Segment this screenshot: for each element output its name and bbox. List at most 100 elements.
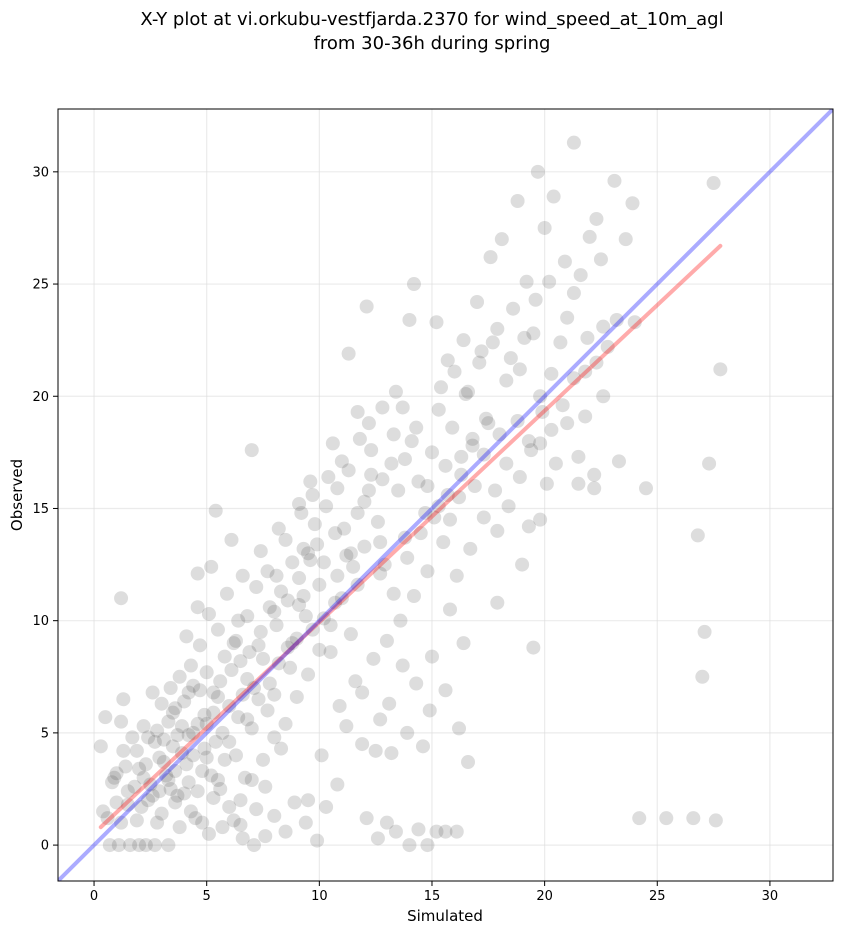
data-point xyxy=(713,362,727,376)
data-point xyxy=(303,475,317,489)
data-point xyxy=(549,457,563,471)
data-point xyxy=(292,497,306,511)
data-point xyxy=(299,816,313,830)
data-point xyxy=(206,685,220,699)
data-point xyxy=(375,472,389,486)
x-tick-label: 20 xyxy=(536,889,553,904)
data-point xyxy=(400,726,414,740)
data-point xyxy=(279,717,293,731)
data-point xyxy=(466,432,480,446)
data-point xyxy=(371,515,385,529)
data-point xyxy=(402,838,416,852)
data-point xyxy=(193,638,207,652)
data-point xyxy=(513,362,527,376)
data-point xyxy=(538,221,552,235)
data-point xyxy=(526,641,540,655)
data-point xyxy=(488,484,502,498)
data-point xyxy=(407,277,421,291)
data-point xyxy=(520,275,534,289)
x-tick-label: 30 xyxy=(762,889,779,904)
data-point xyxy=(580,331,594,345)
data-point xyxy=(321,470,335,484)
data-point xyxy=(405,434,419,448)
data-point xyxy=(583,230,597,244)
data-point xyxy=(587,468,601,482)
data-point xyxy=(659,811,673,825)
data-point xyxy=(470,295,484,309)
data-point xyxy=(351,405,365,419)
data-point xyxy=(339,719,353,733)
data-point xyxy=(499,457,513,471)
data-point xyxy=(364,443,378,457)
data-point xyxy=(279,825,293,839)
data-point xyxy=(290,690,304,704)
data-point xyxy=(312,578,326,592)
data-point xyxy=(373,535,387,549)
data-point xyxy=(490,596,504,610)
data-point xyxy=(114,591,128,605)
data-point xyxy=(191,717,205,731)
data-point xyxy=(233,818,247,832)
y-tick-label: 0 xyxy=(41,839,49,854)
data-point xyxy=(432,403,446,417)
x-tick-label: 0 xyxy=(90,889,98,904)
data-point xyxy=(249,802,263,816)
data-point xyxy=(515,558,529,572)
data-point xyxy=(375,400,389,414)
x-tick-label: 15 xyxy=(424,889,441,904)
data-point xyxy=(436,535,450,549)
data-point xyxy=(384,457,398,471)
data-point xyxy=(261,564,275,578)
data-point xyxy=(475,344,489,358)
data-point xyxy=(380,634,394,648)
data-point xyxy=(195,816,209,830)
data-point xyxy=(173,820,187,834)
data-point xyxy=(578,409,592,423)
data-point xyxy=(702,457,716,471)
data-point xyxy=(407,589,421,603)
data-point xyxy=(258,829,272,843)
data-point xyxy=(245,443,259,457)
data-point xyxy=(499,374,513,388)
data-point xyxy=(409,677,423,691)
data-point xyxy=(366,652,380,666)
data-point xyxy=(558,255,572,269)
data-point xyxy=(502,499,516,513)
data-point xyxy=(362,484,376,498)
data-point xyxy=(357,540,371,554)
data-point xyxy=(587,481,601,495)
data-point xyxy=(254,544,268,558)
data-point xyxy=(164,681,178,695)
data-point xyxy=(594,252,608,266)
data-point xyxy=(267,730,281,744)
data-point xyxy=(574,268,588,282)
data-point xyxy=(486,335,500,349)
y-tick-label: 15 xyxy=(32,502,49,517)
data-point xyxy=(155,697,169,711)
data-point xyxy=(619,232,633,246)
data-point xyxy=(173,670,187,684)
data-point xyxy=(450,569,464,583)
data-point xyxy=(215,820,229,834)
data-point xyxy=(612,454,626,468)
data-point xyxy=(209,504,223,518)
data-point xyxy=(571,477,585,491)
y-tick-label: 5 xyxy=(41,726,49,741)
data-point xyxy=(353,432,367,446)
data-point xyxy=(344,627,358,641)
data-point xyxy=(301,793,315,807)
data-point xyxy=(420,838,434,852)
data-point xyxy=(229,634,243,648)
data-point xyxy=(445,421,459,435)
chart-title-line-2: from 30-36h during spring xyxy=(314,33,551,54)
data-point xyxy=(98,710,112,724)
data-point xyxy=(116,744,130,758)
data-point xyxy=(191,600,205,614)
data-point xyxy=(252,692,266,706)
data-point xyxy=(161,715,175,729)
data-point xyxy=(416,739,430,753)
data-point xyxy=(224,533,238,547)
data-point xyxy=(261,703,275,717)
y-tick-label: 10 xyxy=(32,614,49,629)
data-point xyxy=(119,760,133,774)
